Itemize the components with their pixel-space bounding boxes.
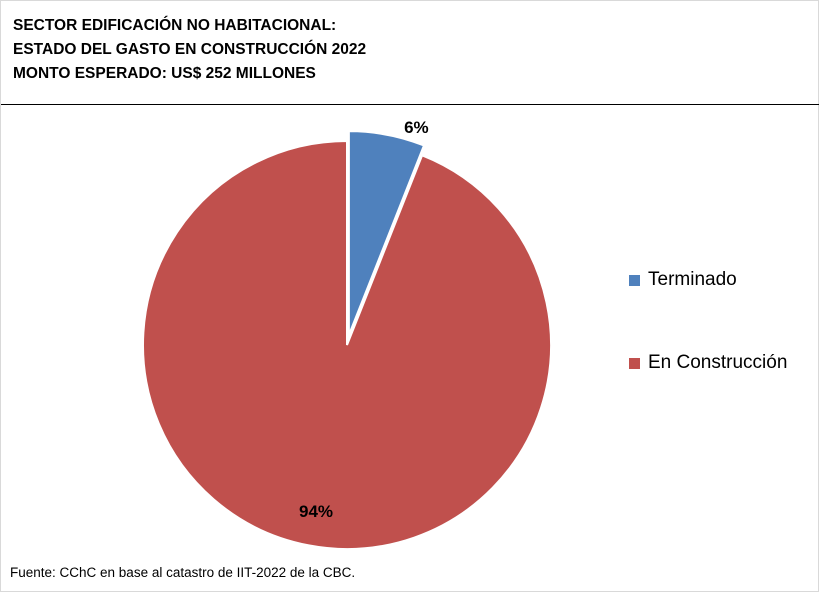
title-divider (1, 104, 819, 105)
pie-slice-en-construcción (142, 139, 552, 550)
data-label-terminado: 6% (404, 118, 429, 137)
data-label-en-construcción: 94% (299, 502, 333, 521)
legend-item-en-construccion: En Construcción (629, 348, 787, 378)
chart-legend: Terminado En Construcción (629, 265, 787, 431)
chart-title-line-3: MONTO ESPERADO: US$ 252 MILLONES (13, 65, 316, 82)
pie-chart: 6% 94% (142, 118, 552, 550)
legend-label-en-construccion: En Construcción (648, 352, 788, 373)
pie-slice-terminado (347, 130, 426, 336)
legend-label-terminado: Terminado (648, 269, 737, 290)
legend-swatch-en-construccion (629, 357, 640, 369)
chart-title-line-2: ESTADO DEL GASTO EN CONSTRUCCIÓN 2022 (13, 41, 367, 58)
legend-swatch-terminado (629, 274, 640, 286)
legend-item-terminado: Terminado (629, 265, 787, 295)
chart-title-line-1: SECTOR EDIFICACIÓN NO HABITACIONAL: (13, 17, 337, 34)
chart-title: SECTOR EDIFICACIÓN NO HABITACIONAL: ESTA… (13, 14, 803, 86)
source-note: Fuente: CChC en base al catastro de IIT-… (10, 565, 356, 580)
